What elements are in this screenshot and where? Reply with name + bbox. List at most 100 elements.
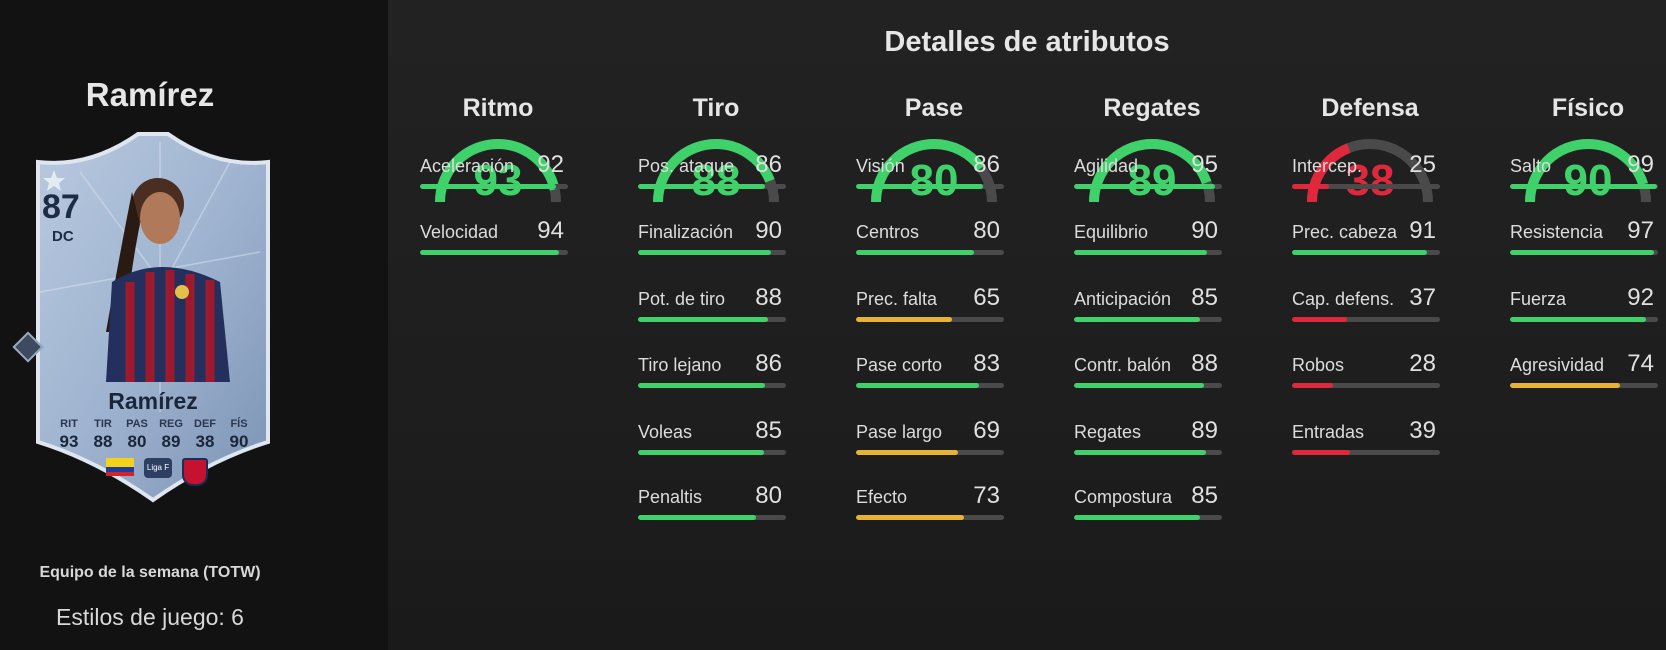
stat-bar-fill <box>1292 383 1334 388</box>
stat-label: Pase largo <box>856 422 943 442</box>
stat-bar <box>856 184 1004 189</box>
stat-label: Efecto <box>856 487 908 507</box>
stat-value: 90 <box>1191 217 1218 244</box>
stat-label: Centros <box>856 222 920 242</box>
stat-label: Visión <box>856 156 905 176</box>
stat-bar <box>1292 250 1440 255</box>
stat-label: Regates <box>1074 422 1142 442</box>
stat-row: Prec. falta 65 <box>854 281 1014 331</box>
stat-label: Voleas <box>638 422 693 442</box>
stat-value: 80 <box>973 217 1000 244</box>
stat-value: 39 <box>1409 417 1436 444</box>
stat-row: Pase largo 69 <box>854 414 1014 464</box>
gauge-fill <box>435 139 561 203</box>
stat-bar-fill <box>1074 317 1200 322</box>
stat-row: Pase corto 83 <box>854 347 1014 397</box>
gauge-fill <box>653 139 779 203</box>
stat-label: Aceleración <box>420 156 515 176</box>
stat-value: 88 <box>755 284 782 311</box>
stat-bar-fill <box>856 515 965 520</box>
card-stat: FÍS 90 <box>224 418 254 452</box>
stat-label: Pot. de tiro <box>638 289 726 309</box>
category-1: Tiro 88 Pos. ataque 86 Finalización 90 Pot. d… <box>636 94 796 520</box>
stat-bar-fill <box>856 383 979 388</box>
stat-row: Robos 28 <box>1290 347 1450 397</box>
stat-row: Equilibrio 90 <box>1072 214 1232 264</box>
stat-label: Contr. balón <box>1074 355 1172 375</box>
stat-label: Agresividad <box>1510 355 1605 375</box>
stat-value: 95 <box>1191 151 1218 178</box>
stat-row: Velocidad 94 <box>418 214 578 264</box>
stat-label: Resistencia <box>1510 222 1604 242</box>
stat-value: 85 <box>755 417 782 444</box>
stat-row: Compostura 85 <box>1072 479 1232 529</box>
stat-bar <box>1292 450 1440 455</box>
category-5: Físico 90 Salto 99 Resistencia 97 Fuerza 92 Agr… <box>1508 94 1666 388</box>
stat-bar-fill <box>856 450 959 455</box>
card-position: DC <box>52 228 74 245</box>
card-stat-label: TIR <box>94 418 112 430</box>
stat-bar-fill <box>638 383 766 388</box>
stat-bar <box>1074 317 1222 322</box>
colombia-flag-icon <box>106 458 134 476</box>
category-value: 93 <box>473 156 523 205</box>
stat-label: Penaltis <box>638 487 703 507</box>
category-value: 88 <box>691 156 741 205</box>
stat-value: 69 <box>973 417 1000 444</box>
stat-row: Regates 89 <box>1072 414 1232 464</box>
stat-row: Fuerza 92 <box>1508 281 1666 331</box>
gauge-fill <box>871 139 997 203</box>
stat-bar-fill <box>638 515 757 520</box>
stat-label: Cap. defens. <box>1292 289 1395 309</box>
stat-label: Pase corto <box>856 355 943 375</box>
stat-value: 99 <box>1627 151 1654 178</box>
card-stat: RIT 93 <box>54 418 84 452</box>
stat-value: 86 <box>755 350 782 377</box>
stat-value: 74 <box>1627 350 1654 377</box>
card-stat-label: REG <box>159 418 183 430</box>
category-gauge: 80 <box>868 134 1000 210</box>
stat-bar-fill <box>1074 450 1206 455</box>
category-4: Defensa 38 Intercep. 25 Prec. cabeza 91 Cap. … <box>1290 94 1450 455</box>
player-card[interactable]: 87 DC Ramírez RIT 93 TIR 88 PAS 80 REG 89 DE… <box>20 132 286 508</box>
stat-bar <box>1074 450 1222 455</box>
card-stat-value: 89 <box>161 432 181 451</box>
card-stat-label: DEF <box>194 418 216 430</box>
stat-label: Anticipación <box>1074 289 1172 309</box>
stat-value: 86 <box>973 151 1000 178</box>
stat-label: Prec. cabeza <box>1292 222 1398 242</box>
stat-bar <box>1510 317 1658 322</box>
club-crest-icon <box>182 458 208 486</box>
card-stat-value: 88 <box>93 432 113 451</box>
stat-bar-fill <box>1292 250 1427 255</box>
gauge-fill <box>1307 139 1433 203</box>
category-gauge: 93 <box>432 134 564 210</box>
stat-label: Tiro lejano <box>638 355 722 375</box>
stat-label: Equilibrio <box>1074 222 1149 242</box>
stat-bar <box>1074 383 1222 388</box>
stat-value: 94 <box>537 217 564 244</box>
card-background <box>36 132 270 503</box>
stat-bar-fill <box>1074 515 1200 520</box>
stat-bar <box>1074 250 1222 255</box>
stat-label: Fuerza <box>1510 289 1567 309</box>
stat-bar-fill <box>1510 383 1620 388</box>
stat-bar <box>1292 383 1440 388</box>
stat-value: 91 <box>1409 217 1436 244</box>
stat-bar <box>638 250 786 255</box>
stat-value: 37 <box>1409 284 1436 311</box>
category-title: Defensa <box>1321 94 1419 122</box>
stat-bar <box>1510 184 1658 189</box>
category-title: Físico <box>1551 94 1625 122</box>
stat-value: 85 <box>1191 482 1218 509</box>
category-value: 90 <box>1563 156 1613 205</box>
stat-row: Efecto 73 <box>854 479 1014 529</box>
stat-bar-fill <box>1510 317 1647 322</box>
card-rating: 87 <box>42 188 80 226</box>
stat-bar <box>1292 184 1440 189</box>
stat-bar-fill <box>1074 250 1208 255</box>
stat-row: Salto 99 <box>1508 148 1666 198</box>
card-player-name: Ramírez <box>108 388 198 414</box>
stat-value: 88 <box>1191 350 1218 377</box>
category-title: Tiro <box>692 94 740 122</box>
